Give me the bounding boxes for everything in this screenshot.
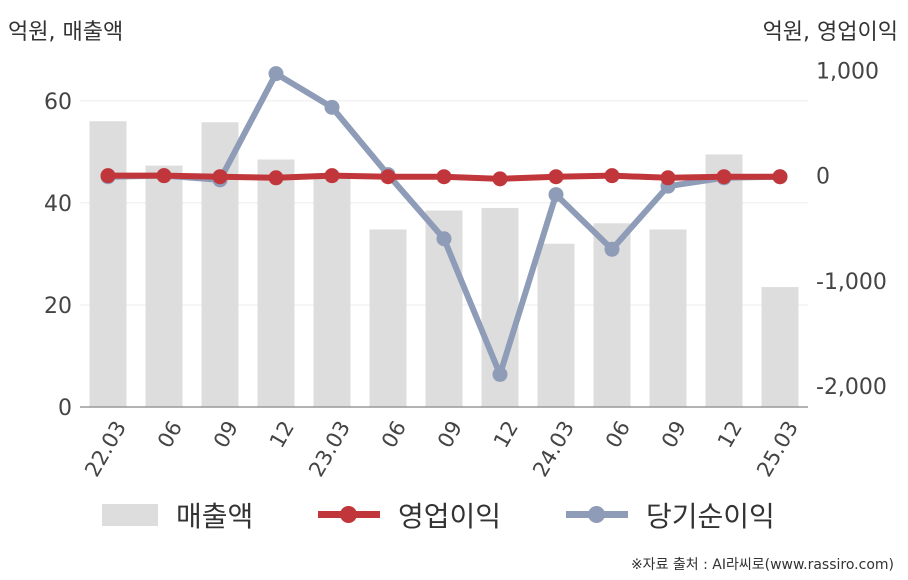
- bar-revenue: [201, 122, 239, 407]
- x-axis-tick-label: 06: [601, 417, 635, 452]
- left-axis-tick-label: 40: [44, 192, 72, 217]
- x-axis-tick-label: 12: [713, 417, 747, 452]
- legend-item-revenue: 매출액: [102, 490, 253, 540]
- point-operating-profit: [156, 168, 172, 184]
- legend-label-operating-profit: 영업이익: [398, 500, 502, 533]
- profit-lines: [100, 66, 788, 382]
- bar-revenue: [145, 165, 183, 407]
- point-operating-profit: [212, 169, 228, 185]
- point-operating-profit: [548, 169, 564, 185]
- right-axis-tick-label: 0: [816, 165, 830, 190]
- bar-revenue: [705, 154, 743, 407]
- x-axis-tick-label: 06: [377, 417, 411, 452]
- point-operating-profit: [436, 169, 452, 185]
- point-net-income: [324, 99, 340, 115]
- point-operating-profit: [660, 170, 676, 186]
- x-axis-tick-label: 09: [209, 417, 243, 452]
- left-axis-unit-label: 억원, 매출액: [8, 20, 124, 45]
- bar-revenue: [313, 177, 351, 407]
- x-axis-tick-label: 12: [489, 417, 523, 452]
- point-net-income: [492, 366, 508, 382]
- right-axis-tick-label: 1,000: [816, 60, 879, 85]
- right-axis-tick-label: -1,000: [816, 270, 887, 295]
- x-axis-tick-label: 06: [153, 417, 187, 452]
- bar-revenue: [761, 287, 799, 407]
- point-operating-profit: [492, 171, 508, 187]
- point-operating-profit: [716, 169, 732, 185]
- bar-revenue: [537, 243, 575, 407]
- x-axis-tick-label: 22.03: [80, 417, 131, 481]
- bar-revenue: [257, 159, 295, 407]
- legend-swatch-operating-profit: [318, 504, 380, 526]
- x-axis-tick-label: 24.03: [528, 417, 579, 481]
- legend-swatch-net-income: [566, 504, 628, 526]
- point-operating-profit: [324, 168, 340, 184]
- revenue-bars: [89, 121, 799, 407]
- legend: 매출액 영업이익 당기순이익: [0, 490, 908, 540]
- point-net-income: [548, 187, 564, 203]
- legend-label-net-income: 당기순이익: [646, 500, 775, 533]
- x-axis-tick-label: 09: [657, 417, 691, 452]
- source-credit: ※자료 출처 : AI라씨로(www.rassiro.com): [630, 557, 894, 573]
- left-axis-tick-label: 60: [44, 90, 72, 115]
- legend-swatch-revenue: [102, 504, 158, 526]
- legend-item-operating-profit: 영업이익: [318, 490, 501, 540]
- point-operating-profit: [772, 169, 788, 185]
- legend-label-revenue: 매출액: [176, 500, 254, 533]
- point-operating-profit: [380, 169, 396, 185]
- x-axis-tick-label: 23.03: [304, 417, 355, 481]
- right-axis-unit-label: 억원, 영업이익: [762, 20, 898, 45]
- left-axis-tick-label: 20: [44, 294, 72, 319]
- point-operating-profit: [604, 168, 620, 184]
- left-axis-tick-label: 0: [58, 396, 72, 421]
- bar-revenue: [369, 229, 407, 407]
- legend-item-net-income: 당기순이익: [566, 490, 775, 540]
- bar-revenue: [649, 229, 687, 407]
- point-operating-profit: [100, 168, 116, 184]
- x-axis-tick-label: 09: [433, 417, 467, 452]
- point-net-income: [604, 241, 620, 257]
- bar-revenue: [89, 121, 127, 407]
- point-net-income: [268, 66, 284, 82]
- right-axis-tick-label: -2,000: [816, 375, 887, 400]
- point-operating-profit: [268, 170, 284, 186]
- x-axis-tick-label: 25.03: [752, 417, 803, 481]
- x-axis-tick-label: 12: [265, 417, 299, 452]
- point-net-income: [436, 231, 452, 247]
